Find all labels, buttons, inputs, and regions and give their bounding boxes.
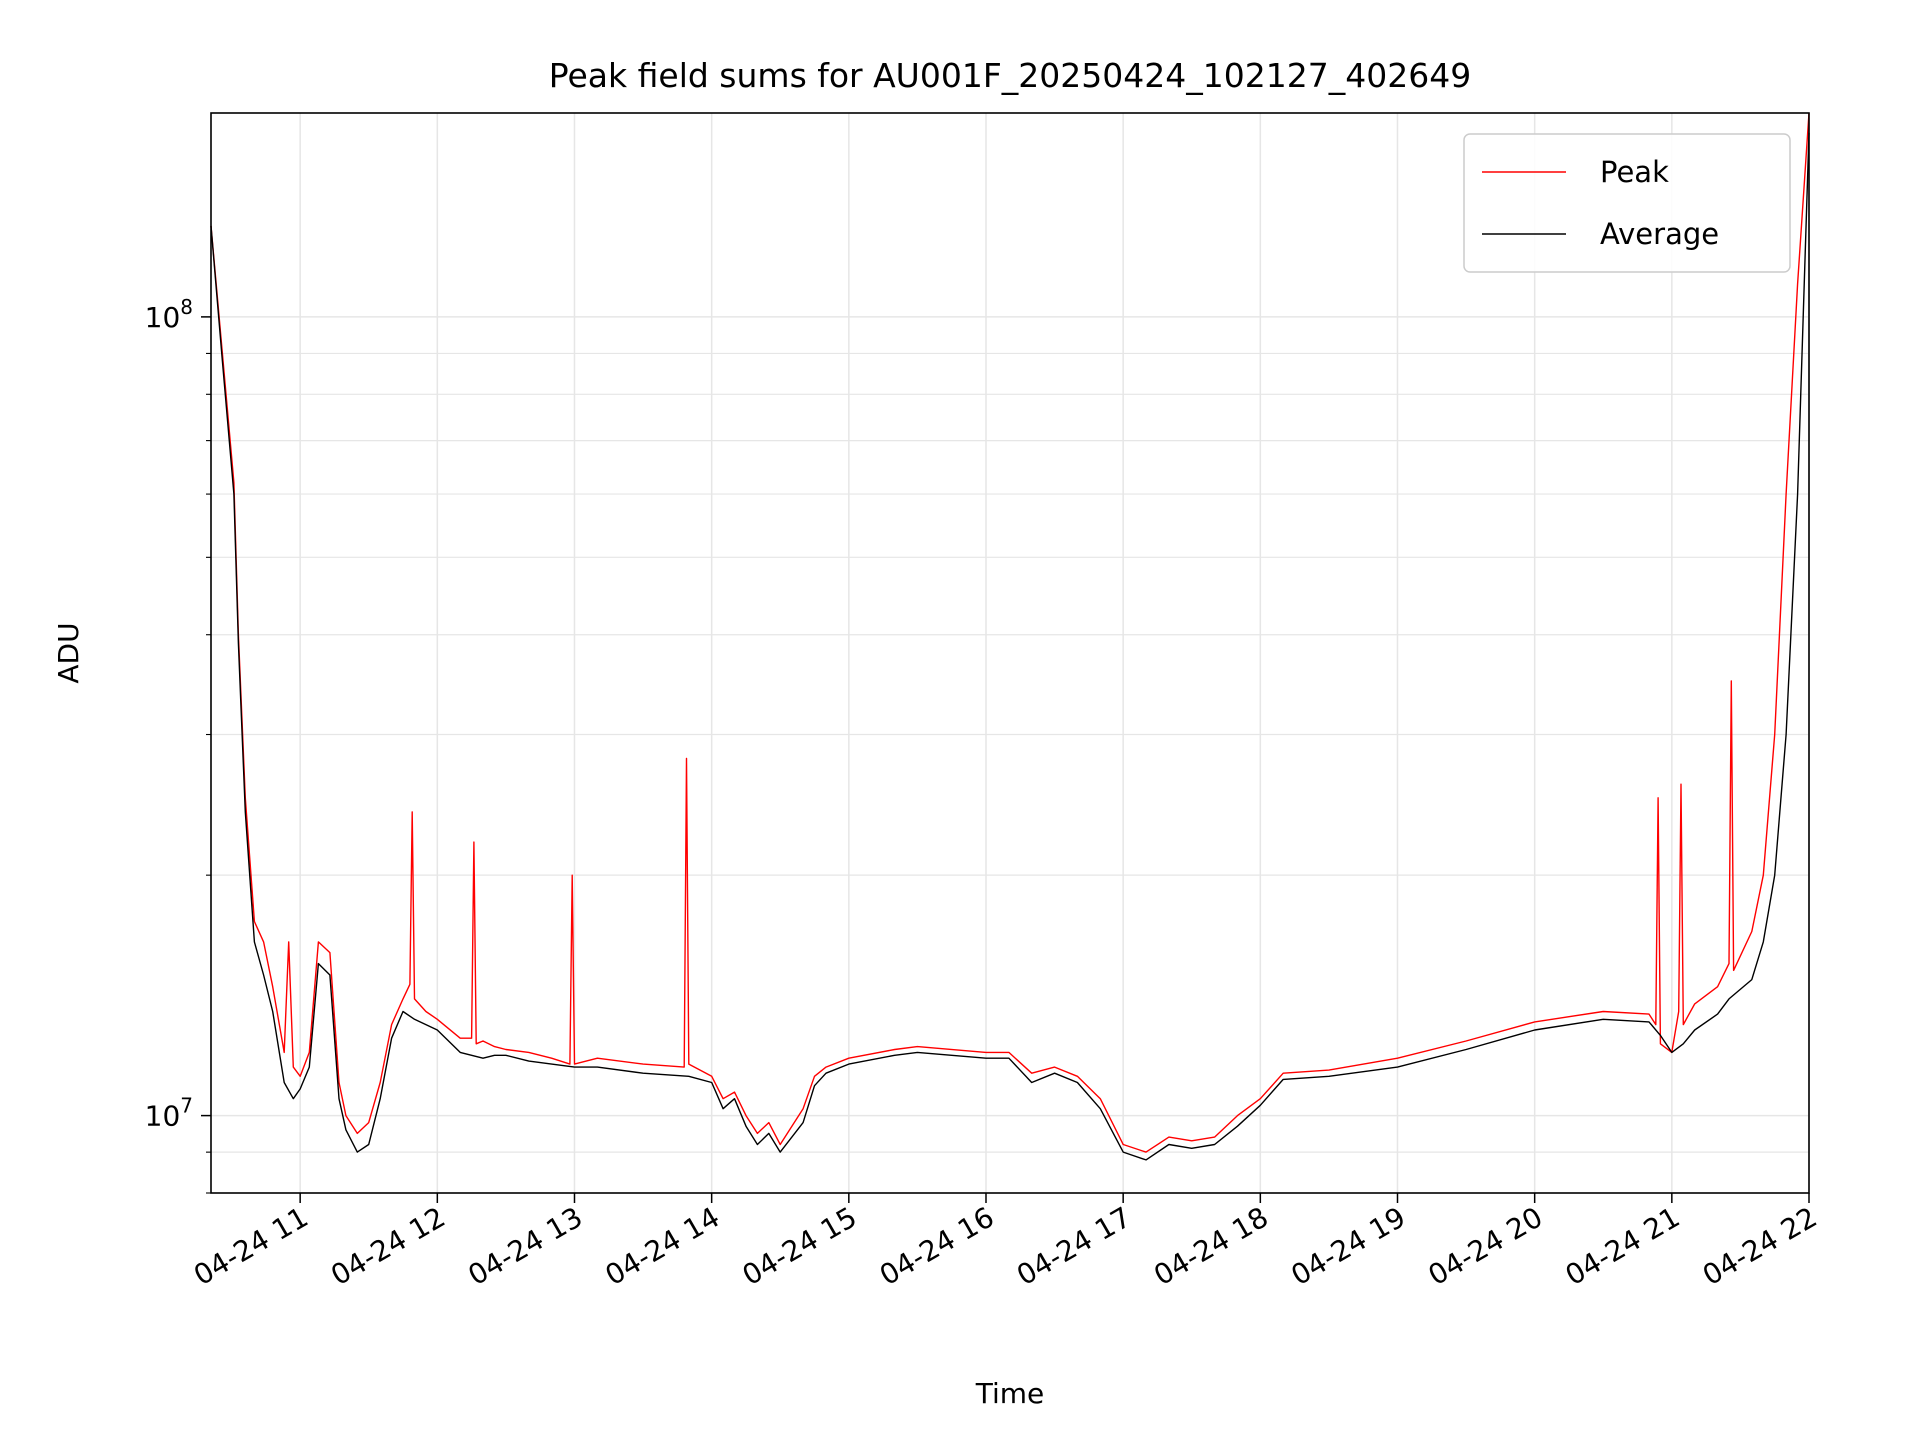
x-axis-label: Time <box>975 1377 1045 1410</box>
legend: Peak Average <box>1463 133 1791 273</box>
series-layer <box>210 112 1810 1161</box>
series-line-peak <box>210 112 1810 1153</box>
grid <box>211 113 1810 1194</box>
legend-label-peak: Peak <box>1600 155 1669 189</box>
y-tick-label: 108 <box>145 295 193 334</box>
y-tick-label: 107 <box>145 1094 193 1133</box>
legend-box <box>1463 133 1791 273</box>
y-axis-label: ADU <box>52 622 85 683</box>
legend-label-average: Average <box>1600 217 1719 251</box>
plot-frame <box>210 112 1810 1194</box>
chart-title: Peak field sums for AU001F_20250424_1021… <box>549 56 1471 95</box>
series-line-average <box>210 132 1810 1161</box>
